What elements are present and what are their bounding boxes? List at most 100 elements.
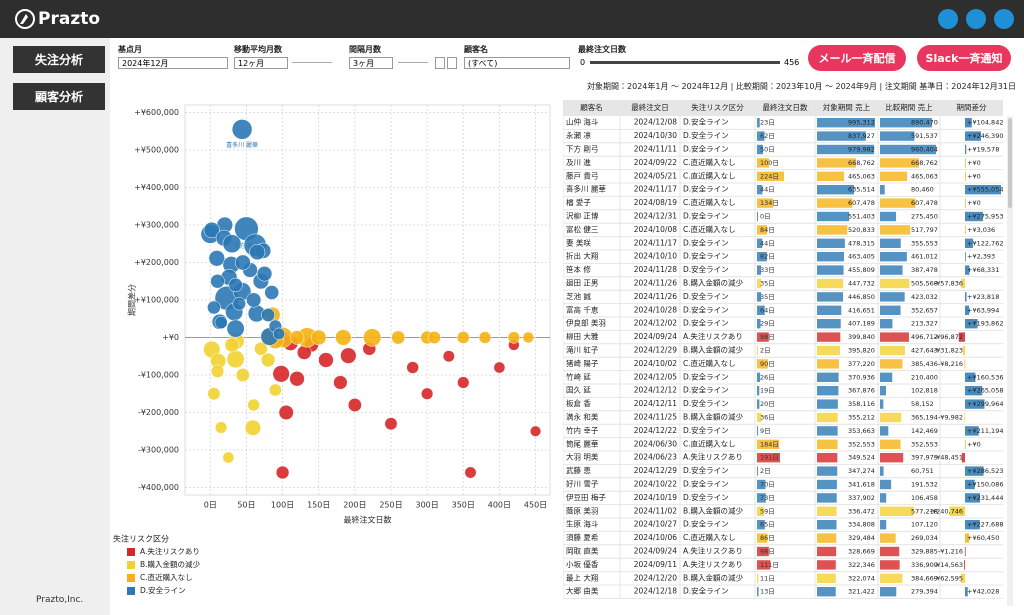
bubble bbox=[235, 368, 250, 382]
bubble bbox=[522, 331, 535, 344]
bubble bbox=[215, 421, 228, 434]
next-button[interactable] bbox=[447, 57, 457, 69]
cell: 生原 海斗 bbox=[566, 519, 599, 529]
sales-bar bbox=[880, 533, 896, 543]
cell: -¥1,216 bbox=[938, 548, 963, 556]
sales-bar bbox=[880, 546, 900, 557]
cell: +¥193,862 bbox=[967, 320, 1003, 328]
menu-icon[interactable] bbox=[938, 9, 958, 29]
cell: 2024/10/08 bbox=[634, 225, 677, 234]
column-header: 失注リスク区分 bbox=[691, 102, 744, 112]
cell: D.安全ライン bbox=[683, 465, 729, 475]
diff-bar bbox=[965, 118, 972, 128]
diff-bar bbox=[965, 158, 966, 168]
cell: 960,404 bbox=[911, 146, 938, 154]
slider-track[interactable] bbox=[292, 62, 332, 63]
input[interactable]: 3ヶ月 bbox=[349, 57, 393, 69]
dropdown[interactable]: (すべて) bbox=[464, 57, 570, 69]
mail-button[interactable]: メール一斉配信 bbox=[808, 45, 906, 71]
days-bar bbox=[757, 479, 766, 490]
bubble bbox=[529, 425, 542, 437]
cell: 607,478 bbox=[848, 199, 875, 207]
cell: C.直近購入なし bbox=[683, 197, 736, 207]
bubble bbox=[289, 371, 305, 387]
bubble bbox=[335, 329, 352, 346]
sales-bar bbox=[880, 144, 936, 155]
cell: 377,220 bbox=[848, 360, 875, 368]
slider-track[interactable] bbox=[398, 62, 428, 63]
cell: C.直近購入なし bbox=[683, 157, 736, 167]
bubble bbox=[391, 330, 406, 345]
diff-bar bbox=[965, 533, 969, 543]
cell: +¥160,536 bbox=[967, 373, 1003, 381]
bubble bbox=[214, 316, 228, 329]
diff-bar bbox=[965, 305, 970, 315]
download-icon[interactable] bbox=[994, 9, 1014, 29]
bubble bbox=[203, 221, 220, 239]
logo-icon bbox=[15, 9, 35, 29]
filter-icon[interactable] bbox=[966, 9, 986, 29]
cell: +¥286,523 bbox=[967, 467, 1003, 475]
cell: 19日 bbox=[760, 387, 775, 395]
cell: 23日 bbox=[760, 119, 775, 127]
filter-label: 顧客名 bbox=[464, 45, 488, 54]
slack-button[interactable]: Slack一斉通知 bbox=[917, 45, 1011, 71]
cell: +¥2,393 bbox=[967, 253, 995, 261]
prev-button[interactable] bbox=[435, 57, 445, 69]
days-bar bbox=[757, 359, 768, 369]
cell: C.直近購入なし bbox=[683, 358, 736, 368]
x-tick-label: 50日 bbox=[237, 501, 255, 510]
diff-bar bbox=[965, 144, 967, 155]
bubble bbox=[264, 285, 280, 300]
nav-button[interactable]: 失注分析 bbox=[13, 46, 105, 73]
y-axis-title: 期間差分 bbox=[127, 284, 137, 316]
y-tick-label: +¥600,000 bbox=[134, 108, 179, 117]
dropdown[interactable]: 2024年12月 bbox=[118, 57, 228, 69]
sales-bar bbox=[880, 412, 902, 423]
sales-bar bbox=[880, 158, 919, 168]
sales-bar bbox=[880, 587, 897, 597]
cell: 妻 美咲 bbox=[566, 237, 591, 247]
cell: 349,524 bbox=[848, 454, 875, 462]
cell: 213,327 bbox=[911, 320, 938, 328]
days-bar bbox=[757, 211, 758, 222]
sales-bar bbox=[880, 399, 884, 409]
days-bar bbox=[757, 439, 780, 449]
bubble bbox=[457, 376, 470, 389]
sales-bar bbox=[817, 372, 839, 382]
cell: C.直近購入なし bbox=[683, 224, 736, 234]
cell: 大郷 由美 bbox=[566, 586, 599, 596]
filter-label: 基点月 bbox=[118, 45, 142, 54]
cell: 367,876 bbox=[848, 387, 875, 395]
cell: 463,405 bbox=[848, 253, 875, 261]
bubble bbox=[222, 451, 235, 464]
cell: 551,403 bbox=[848, 213, 875, 221]
cell: 384,669 bbox=[911, 574, 938, 582]
days-bar bbox=[757, 131, 765, 141]
nav-button[interactable]: 顧客分析 bbox=[13, 83, 105, 110]
cell: D.安全ライン bbox=[683, 318, 729, 328]
days-bar bbox=[757, 573, 759, 583]
cell: 36日 bbox=[760, 414, 775, 422]
cell: 20日 bbox=[760, 400, 775, 408]
cell: 399,840 bbox=[848, 333, 875, 341]
cell: 2024/12/12 bbox=[634, 386, 677, 395]
cell: 995,312 bbox=[848, 119, 875, 127]
diff-bar bbox=[965, 198, 966, 208]
sales-bar bbox=[817, 439, 838, 449]
cell: D.安全ライン bbox=[683, 519, 729, 529]
days-bar bbox=[757, 292, 762, 302]
x-tick-label: 150日 bbox=[307, 501, 330, 510]
x-tick-label: 0日 bbox=[204, 501, 217, 510]
cell: 353,663 bbox=[848, 427, 875, 435]
cell: 山仲 海斗 bbox=[566, 117, 599, 127]
diff-bar bbox=[965, 185, 1001, 195]
cell: +¥63,994 bbox=[967, 306, 999, 314]
days-bar bbox=[757, 520, 765, 530]
slider-max: 456 bbox=[784, 58, 800, 67]
diff-bar bbox=[965, 211, 983, 222]
slider-track[interactable] bbox=[590, 61, 780, 64]
bubble bbox=[224, 337, 240, 353]
input[interactable]: 12ヶ月 bbox=[234, 57, 288, 69]
column-header: 比較期間 売上 bbox=[885, 102, 933, 112]
